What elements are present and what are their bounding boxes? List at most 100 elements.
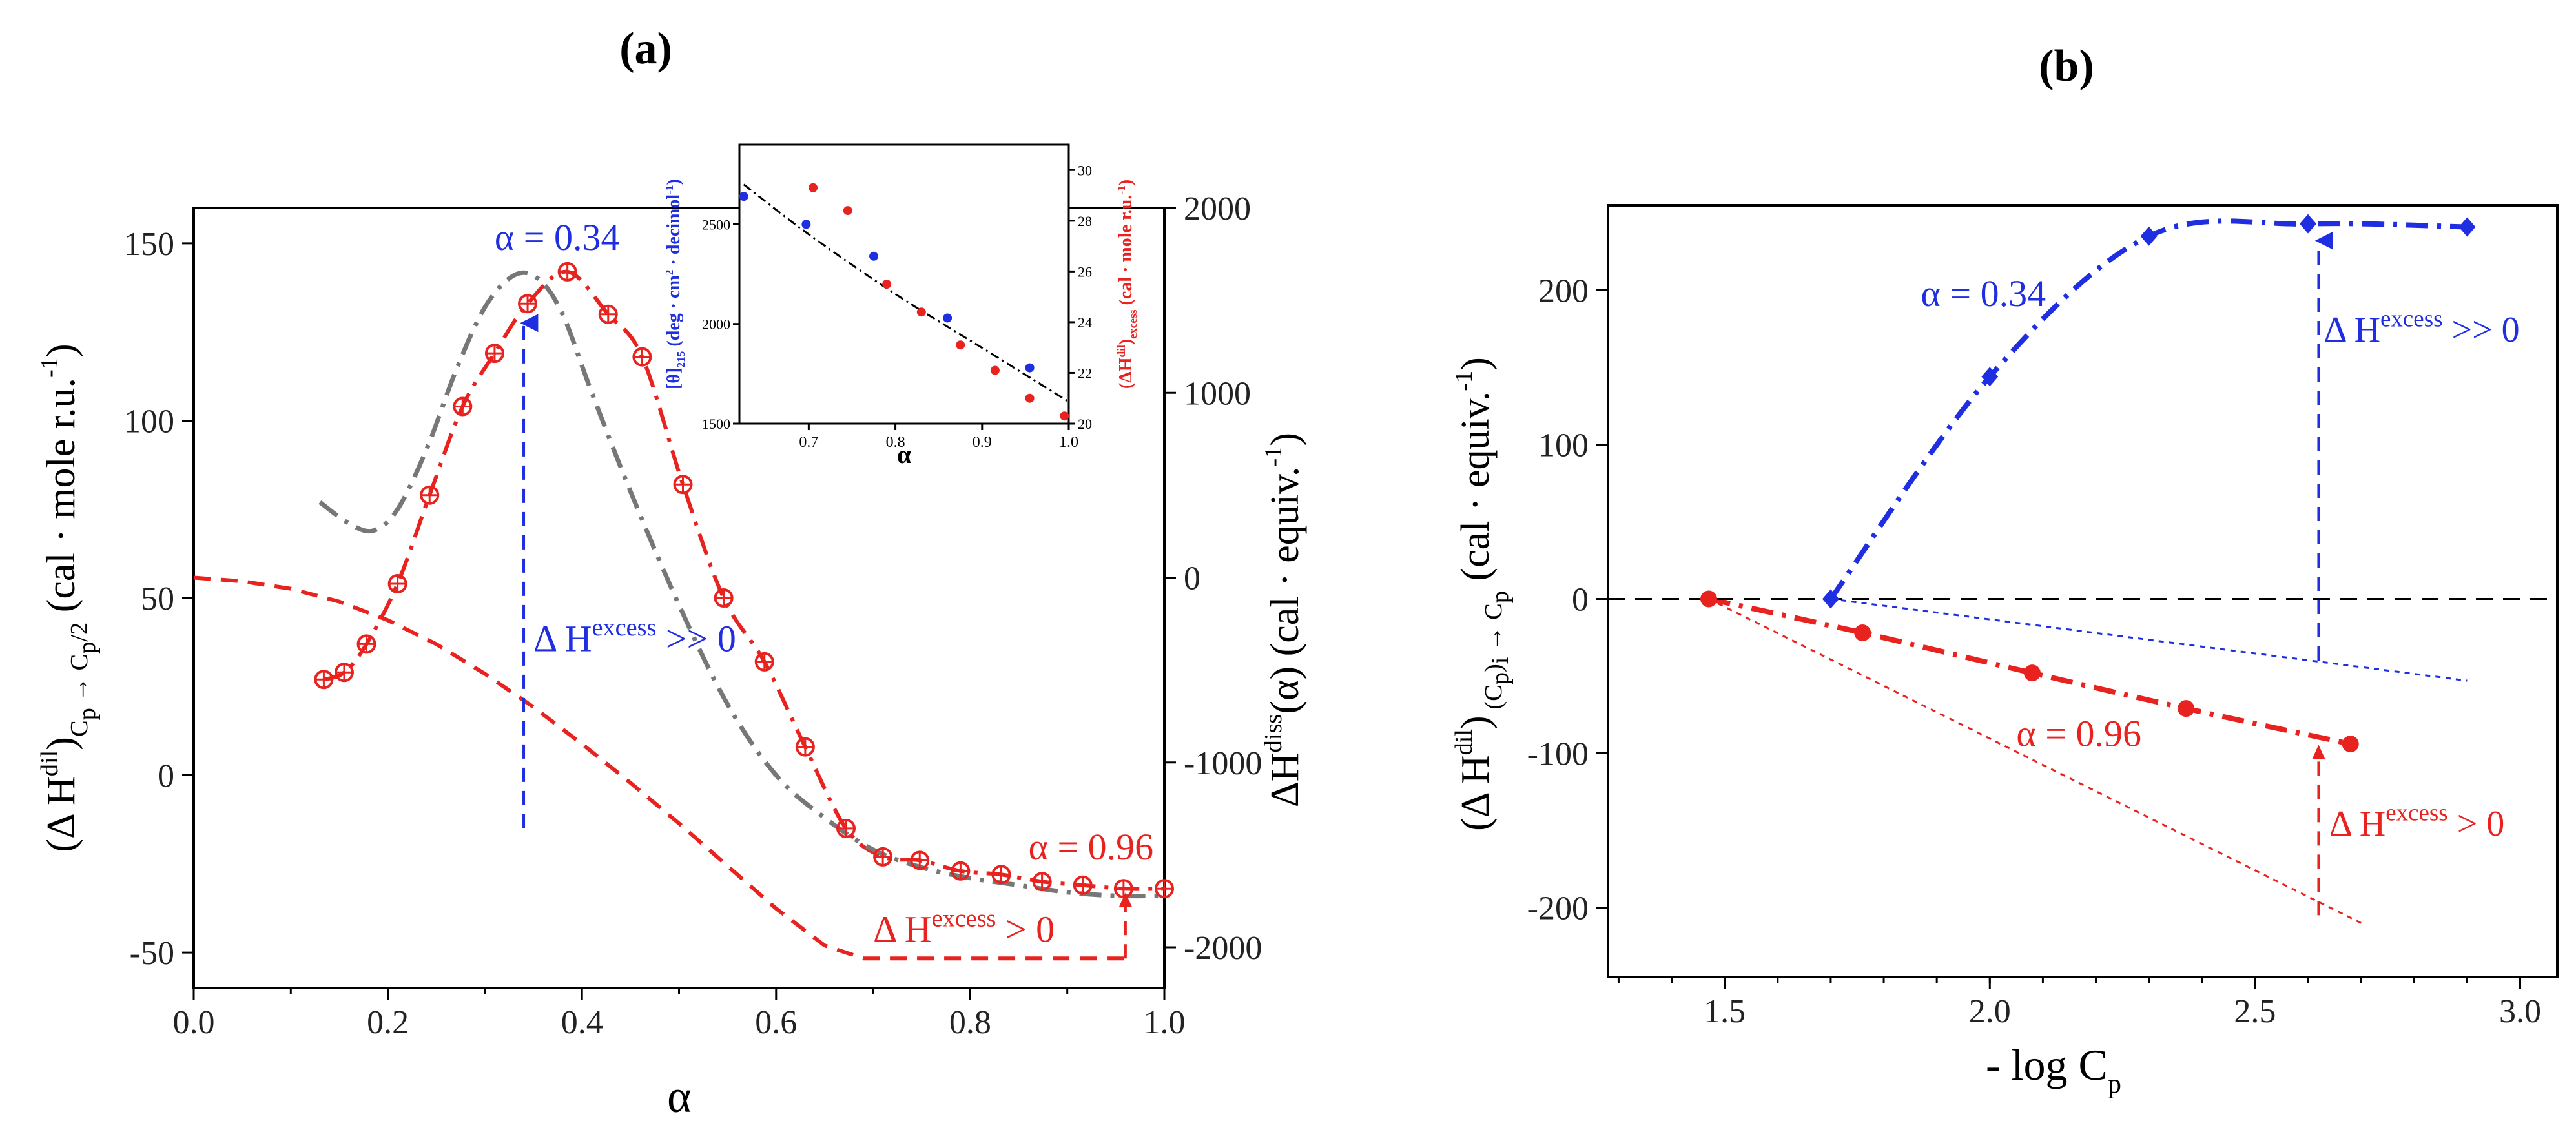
inset-xlabel: α <box>897 440 911 469</box>
chart-a-ticks: 0.0 0.2 0.4 0.6 0.8 1.0 -50 0 50 100 150 -2000 -1000… <box>124 190 1262 1041</box>
chart-a-inset: 0.7 0.8 0.9 1.0 1500 2000 2500 20 22 24 26 28 30 α [… <box>663 143 1139 469</box>
x-tick-label: 1.5 <box>1704 993 1746 1030</box>
chart-b-annotations: α = 0.34 Δ Hexcess >> 0 α = 0.96 Δ Hexcess … <box>1921 231 2520 916</box>
data-point <box>598 304 618 324</box>
chart-b-marks <box>1700 214 2476 753</box>
inset-lines <box>743 183 1069 403</box>
data-point <box>484 344 504 364</box>
chart-b-xlabel: - log Cp <box>1986 1040 2121 1099</box>
inset-point <box>956 340 965 350</box>
data-point <box>991 865 1011 885</box>
data-point-diamond <box>2458 217 2476 237</box>
excess-arrowhead-red <box>2312 745 2325 759</box>
data-point <box>836 818 856 838</box>
inset-point <box>843 206 852 216</box>
y-tick-label: 0 <box>1572 581 1589 618</box>
inset-point <box>916 307 926 317</box>
y-right-tick-label: 0 <box>1184 561 1200 597</box>
x-tick-label: 0.8 <box>949 1004 991 1041</box>
x-tick-label: 0.4 <box>561 1004 603 1041</box>
label-excess-red: Δ Hexcess > 0 <box>873 905 1055 950</box>
inset-point <box>1060 411 1069 421</box>
data-point-circle <box>2342 736 2359 753</box>
inset-ylabel-left: [θ]215 (deg · cm2 · decimol-1) <box>663 179 687 389</box>
label-excess-red: Δ Hexcess > 0 <box>2329 799 2504 844</box>
inset-point <box>739 192 748 201</box>
data-point-circle <box>2023 664 2041 682</box>
series-line-2 <box>1830 598 2468 682</box>
inset-point <box>869 251 879 261</box>
series-line-3 <box>1708 598 2362 924</box>
excess-arrowhead-red <box>1118 892 1132 907</box>
inset-ticks: 0.7 0.8 0.9 1.0 1500 2000 2500 20 22 24 26 28 30 <box>702 162 1092 451</box>
y-left-tick-label: 150 <box>124 226 174 263</box>
chart-a-ylabel-right: ΔHdiss(α) (cal · equiv.-1) <box>1260 433 1307 807</box>
chart-a: (a) 0.0 0.2 0.4 0.6 0.8 1.0 -50 0 50 100 150 -2000 -… <box>36 24 1307 1122</box>
y-tick-label: -200 <box>1527 890 1589 927</box>
data-point-diamond <box>1981 367 1999 387</box>
chart-b-title: (b) <box>2039 41 2094 91</box>
x-tick-label: 3.0 <box>2499 993 2541 1030</box>
data-point-diamond <box>2300 214 2317 234</box>
label-alpha-034: α = 0.34 <box>1921 273 2046 314</box>
data-point <box>1113 879 1133 899</box>
chart-a-annotations: α = 0.34 Δ Hexcess >> 0 α = 0.96 Δ Hexcess … <box>495 216 1154 959</box>
data-point <box>873 847 893 867</box>
x-tick-label: 0.0 <box>173 1004 215 1041</box>
y-right-tick-label: -2000 <box>1184 930 1262 967</box>
inset-ylabel-right: (ΔHdil)excess (cal · mole r.u.-1) <box>1115 180 1139 389</box>
chart-a-xlabel: α <box>667 1071 692 1122</box>
data-point <box>1032 872 1052 892</box>
inset-point <box>1025 393 1035 403</box>
data-point <box>518 294 538 314</box>
chart-a-ylabel-left: (Δ Hdil)Cp → Cp/2 (cal · mole r.u.-1) <box>36 344 101 852</box>
data-point <box>951 861 971 881</box>
chart-b-ticks: 1.5 2.0 2.5 3.0 -200 -100 0 100 200 <box>1527 273 2541 1030</box>
x-tick-label: 0.2 <box>367 1004 409 1041</box>
chart-b-lines <box>1608 218 2557 924</box>
x-tick-label: 1.0 <box>1144 1004 1186 1041</box>
x-tick-label: 0.6 <box>755 1004 797 1041</box>
y-left-tick-label: 100 <box>124 403 174 440</box>
data-point <box>754 652 774 672</box>
y-right-tick-label: -1000 <box>1184 745 1262 782</box>
data-point <box>314 670 334 690</box>
inset-y-left-tick-label: 2000 <box>702 316 730 333</box>
data-point <box>673 475 693 495</box>
chart-b-frame <box>1607 204 2559 978</box>
data-point-circle <box>2178 700 2195 717</box>
inset-point <box>882 280 892 289</box>
data-point <box>1155 879 1174 899</box>
series-line-2 <box>193 575 1126 961</box>
inset-x-tick-label: 0.8 <box>886 434 905 451</box>
x-tick-label: 2.5 <box>2234 993 2276 1030</box>
inset-y-right-tick-label: 24 <box>1078 314 1092 331</box>
inset-point <box>990 365 1000 375</box>
inset-marks <box>739 183 1069 421</box>
label-alpha-096: α = 0.96 <box>1029 826 1154 868</box>
y-tick-label: 100 <box>1538 427 1589 464</box>
data-point <box>356 634 376 654</box>
data-point-diamond <box>1822 589 1839 609</box>
data-point-diamond <box>2140 226 2158 246</box>
inset-y-left-tick-label: 2500 <box>702 216 730 232</box>
inset-y-right-tick-label: 28 <box>1078 213 1092 229</box>
inset-y-right-tick-label: 22 <box>1078 365 1092 381</box>
data-point <box>795 737 815 757</box>
inset-x-tick-label: 0.9 <box>973 434 992 451</box>
inset-point <box>809 183 818 192</box>
inset-x-tick-label: 1.0 <box>1059 434 1078 451</box>
series-line-1 <box>318 270 1165 899</box>
series-line-1 <box>1708 596 2351 747</box>
chart-a-title: (a) <box>619 24 672 74</box>
y-tick-label: 200 <box>1538 273 1589 309</box>
data-point <box>334 663 354 683</box>
y-left-tick-label: -50 <box>130 935 174 972</box>
label-alpha-096: α = 0.96 <box>2016 712 2141 754</box>
y-right-tick-label: 2000 <box>1184 190 1251 227</box>
data-point <box>1073 875 1093 895</box>
inset-x-tick-label: 0.7 <box>799 434 818 451</box>
series-line-0 <box>323 269 1165 891</box>
inset-point <box>801 220 811 229</box>
y-tick-label: -100 <box>1527 736 1589 772</box>
